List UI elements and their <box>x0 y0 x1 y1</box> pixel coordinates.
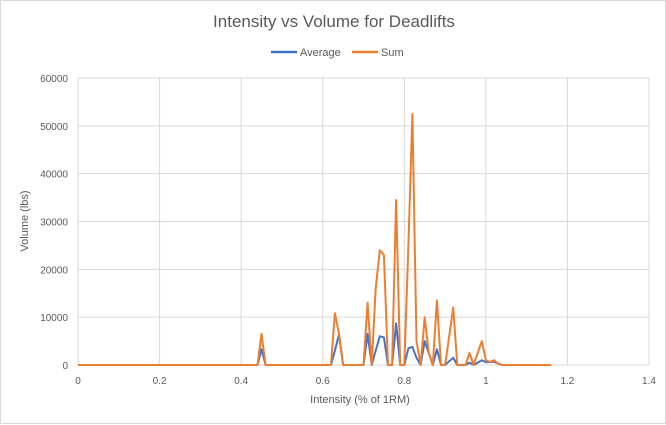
x-tick-label: 0.4 <box>234 376 248 387</box>
x-tick-label: 0.8 <box>397 376 411 387</box>
y-axis-label: Volume (lbs) <box>19 190 31 251</box>
series-lines <box>78 112 552 366</box>
y-tick-label: 40000 <box>40 170 68 181</box>
y-tick-label: 0 <box>62 361 68 372</box>
x-tick-label: 1.2 <box>560 376 574 387</box>
x-tick-label: 0 <box>75 376 81 387</box>
y-tick-label: 50000 <box>40 122 68 133</box>
tick-labels: 0 10000 20000 30000 40000 50000 60000 0 0.2 0.4 0.… <box>40 74 656 387</box>
grid <box>77 77 650 366</box>
y-tick-label: 60000 <box>40 74 68 85</box>
legend-label-average: Average <box>300 47 341 59</box>
x-axis-label: Intensity (% of 1RM) <box>310 394 410 406</box>
x-tick-label: 1.4 <box>642 376 656 387</box>
legend: Average Sum <box>271 47 404 59</box>
y-tick-label: 20000 <box>40 265 68 276</box>
y-tick-label: 10000 <box>40 313 68 324</box>
series-line-sum <box>78 112 552 366</box>
legend-label-sum: Sum <box>381 47 404 59</box>
x-tick-label: 0.6 <box>316 376 330 387</box>
y-tick-label: 30000 <box>40 218 68 229</box>
chart-title: Intensity vs Volume for Deadlifts <box>213 12 455 31</box>
x-tick-label: 1 <box>483 376 489 387</box>
x-tick-label: 0.2 <box>153 376 167 387</box>
